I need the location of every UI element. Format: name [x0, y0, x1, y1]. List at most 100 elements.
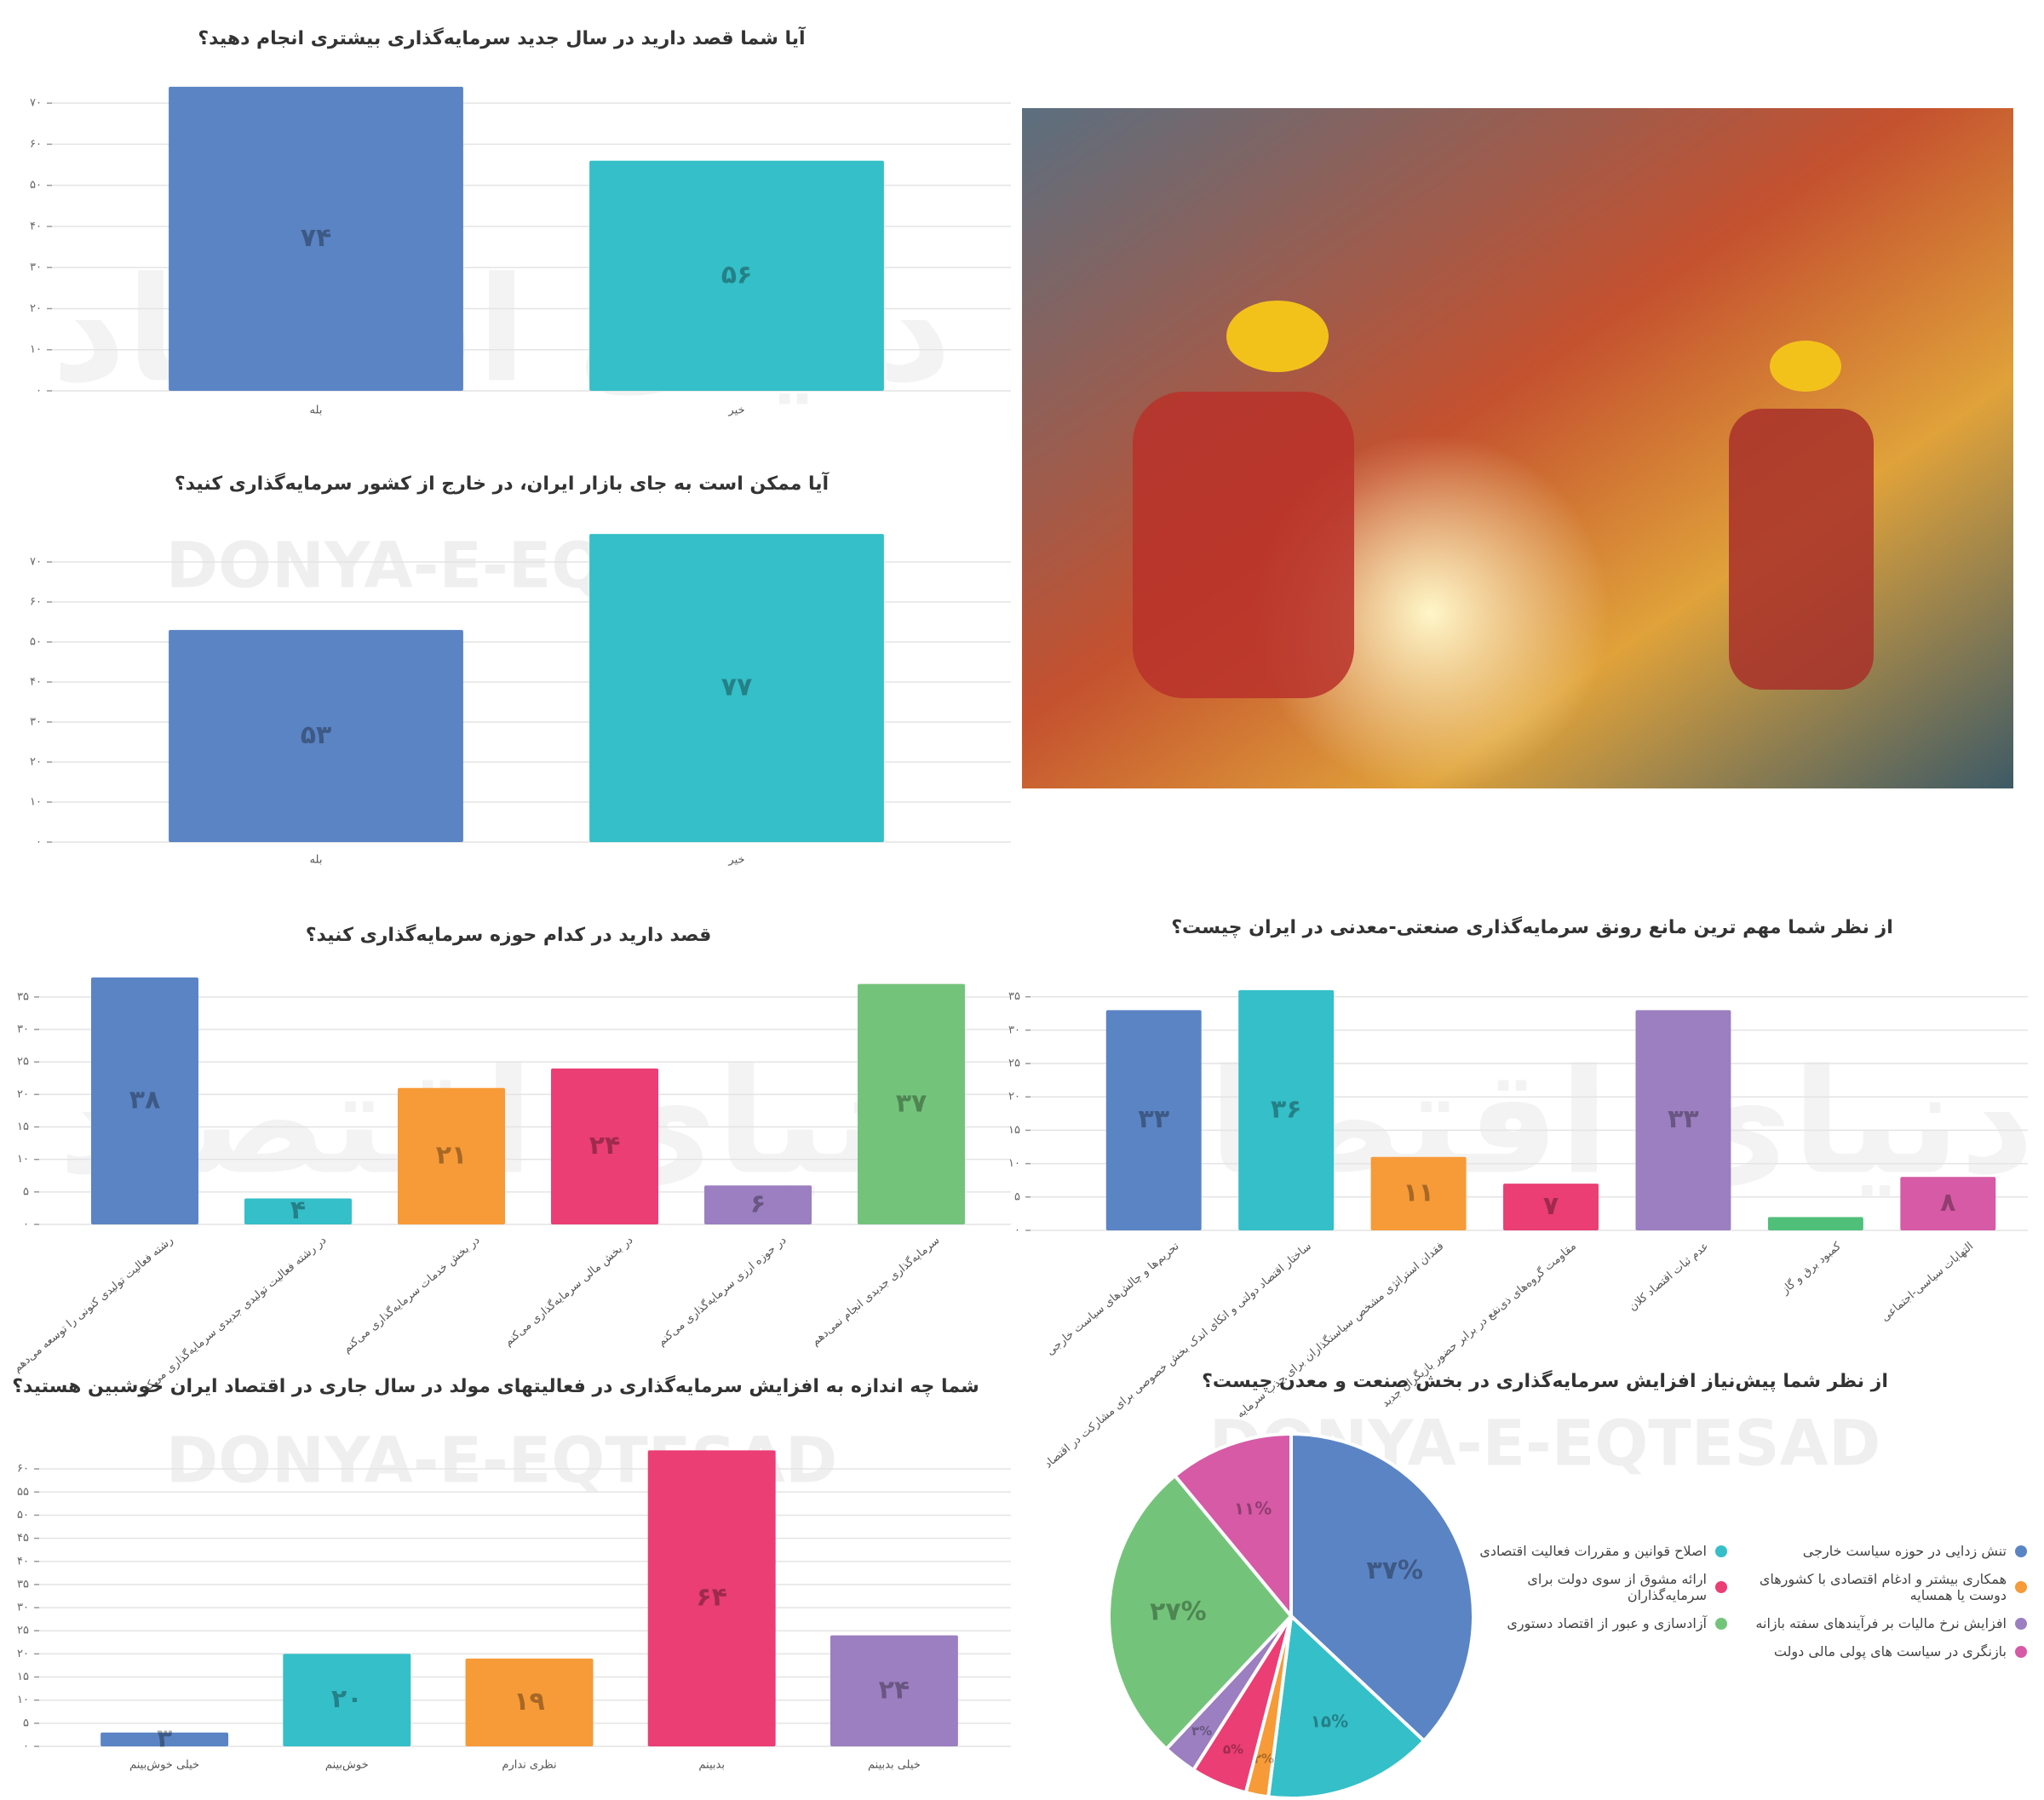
y-tick-label: ۲۰ — [17, 1088, 29, 1101]
bar — [1370, 1156, 1467, 1230]
y-tick-label: ۱۵ — [1008, 1124, 1020, 1137]
bar — [1105, 1010, 1202, 1230]
x-tick-label: در بخش مالی سرمایه‌گذاری می‌کنم — [502, 1233, 636, 1349]
value-label: ۶ — [750, 1189, 766, 1219]
bar — [1238, 989, 1335, 1230]
y-tick-label: ۱۰ — [30, 343, 42, 356]
y-tick-label: ۴۵ — [17, 1532, 29, 1545]
pie-slice — [1289, 1431, 1475, 1744]
chart-title: آیا ممکن است به جای بازار ایران، در خارج… — [175, 471, 830, 495]
y-tick-label: ۰ — [23, 1218, 29, 1231]
bar — [830, 1635, 958, 1746]
y-tick-label: ۲۰ — [1008, 1091, 1020, 1104]
x-tick-label: در رشته فعالیت تولیدی جدیدی سرمایه‌گذاری… — [136, 1233, 329, 1398]
bar — [169, 86, 463, 392]
x-tick-label: خیر — [727, 854, 744, 867]
value-label: ۲۷% — [1150, 1596, 1207, 1626]
y-tick-label: ۳۵ — [17, 990, 29, 1003]
legend-label: بازنگری در سیاست های پولی مالی دولت — [1773, 1643, 2007, 1660]
y-tick-label: ۶۰ — [30, 138, 42, 151]
bar — [91, 977, 198, 1224]
chart-title: قصد دارید در کدام حوزه سرمایه‌گذاری کنید… — [306, 923, 712, 946]
value-label: ۳۸ — [129, 1086, 161, 1115]
y-tick-label: ۵۰ — [30, 179, 42, 192]
pie-legend: تنش زدایی در حوزه سیاست خارجی اصلاح قوانی… — [1448, 1543, 2027, 1660]
x-tick-label: فقدان استراتژی مشخص سیاستگذاران برای جذب… — [1234, 1239, 1447, 1420]
legend-item: افزایش نرخ مالیات بر فرآیندهای سفته بازا… — [1748, 1615, 2027, 1631]
legend-swatch — [1715, 1545, 1727, 1557]
legend-swatch — [2015, 1545, 2027, 1557]
y-tick-label: ۱۰ — [17, 1153, 29, 1166]
value-label: ۳۷% — [1366, 1556, 1423, 1585]
y-tick-label: ۶۰ — [30, 596, 42, 609]
bar — [398, 1087, 505, 1224]
y-tick-label: ۵ — [23, 1185, 29, 1198]
bar — [1635, 1010, 1731, 1230]
x-tick-label: نظری ندارم — [502, 1759, 556, 1772]
y-tick-label: ۵۰ — [17, 1509, 29, 1522]
y-tick-label: ۱۰ — [30, 796, 42, 809]
y-tick-label: ۴۰ — [17, 1555, 29, 1568]
y-tick-label: ۷۰ — [30, 556, 42, 569]
y-tick-label: ۷۰ — [30, 97, 42, 110]
x-tick-label: بله — [310, 404, 323, 417]
bar — [704, 1185, 812, 1224]
value-label: ۵% — [1223, 1742, 1243, 1757]
bar — [1503, 1184, 1599, 1230]
y-tick-label: ۲۰ — [30, 302, 42, 315]
y-tick-label: ۳۰ — [30, 716, 42, 729]
legend-label: آزادسازی و عبور از اقتصاد دستوری — [1507, 1615, 1707, 1631]
y-tick-label: ۲۵ — [17, 1056, 29, 1069]
x-tick-label: کمبود برق و گاز — [1778, 1239, 1845, 1298]
y-tick-label: ۲۰ — [30, 756, 42, 769]
pie-slice — [1172, 1431, 1293, 1621]
value-label: ۲۴ — [879, 1675, 910, 1705]
y-tick-label: ۲۰ — [17, 1648, 29, 1660]
value-label: ۲۱ — [436, 1140, 468, 1170]
x-tick-label: سرمایه‌گذاری جدیدی انجام نمی‌دهم — [808, 1233, 942, 1348]
value-label: ۳۷ — [896, 1088, 927, 1118]
value-label: ۸ — [1940, 1188, 1955, 1218]
x-tick-label: خیر — [727, 404, 744, 417]
x-tick-label: خوش‌بینم — [325, 1759, 369, 1772]
y-tick-label: ۵۰ — [30, 636, 42, 649]
y-tick-label: ۳۰ — [1008, 1023, 1020, 1036]
y-tick-label: ۴۰ — [30, 220, 42, 232]
value-label: ۲% — [1254, 1751, 1274, 1767]
bar — [647, 1450, 776, 1746]
legend-swatch — [1715, 1617, 1727, 1630]
pie-slice — [1266, 1612, 1427, 1800]
y-tick-label: ۳۵ — [17, 1578, 29, 1591]
y-tick-label: ۱۵ — [17, 1671, 29, 1683]
legend-item: اصلاح قوانین و مقررات فعالیت اقتصادی — [1448, 1543, 1727, 1559]
y-tick-label: ۰ — [36, 385, 42, 398]
x-tick-label: بدبینم — [698, 1759, 725, 1772]
value-label: ۳۳ — [1138, 1104, 1169, 1134]
bar — [244, 1198, 352, 1224]
value-label: ۴ — [290, 1195, 306, 1225]
legend-label: ارائه مشوق از سوی دولت برای سرمایه‌گذارا… — [1527, 1571, 1707, 1603]
bar — [465, 1658, 594, 1746]
value-label: ۱۱% — [1234, 1499, 1272, 1519]
y-tick-label: ۱۰ — [17, 1694, 29, 1706]
value-label: ۷۴ — [301, 223, 332, 253]
x-tick-label: خیلی خوش‌بینم — [129, 1759, 199, 1772]
y-tick-label: ۲۵ — [17, 1625, 29, 1637]
chart-title: از نظر شما پیش‌نیاز افزایش سرمایه‌گذاری … — [1202, 1369, 1888, 1392]
y-tick-label: ۰ — [36, 836, 42, 849]
chart-title: آیا شما قصد دارید در سال جدید سرمایه‌گذا… — [198, 26, 806, 49]
bar — [551, 1068, 658, 1224]
legend-swatch — [1715, 1581, 1727, 1593]
bar — [169, 629, 463, 842]
bar — [589, 160, 884, 391]
value-label: ۳۶ — [1271, 1094, 1302, 1124]
legend-item: همکاری بیشتر و ادغام اقتصادی با کشورهای … — [1748, 1571, 2027, 1603]
chart-title: شما چه اندازه به افزایش سرمایه‌گذاری در … — [12, 1374, 979, 1397]
legend-label: افزایش نرخ مالیات بر فرآیندهای سفته بازا… — [1755, 1615, 2007, 1631]
bar — [589, 534, 884, 842]
value-label: ۵۶ — [721, 260, 753, 289]
value-label: ۲۴ — [589, 1131, 621, 1161]
value-label: ۱۵% — [1311, 1711, 1348, 1731]
value-label: ۶۴ — [696, 1583, 727, 1613]
